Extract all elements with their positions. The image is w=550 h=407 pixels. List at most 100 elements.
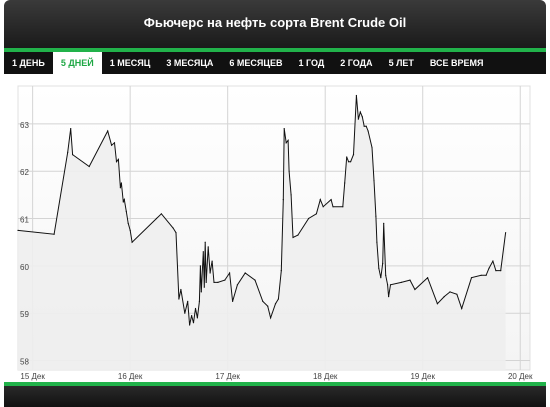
price-data-point — [389, 284, 392, 286]
price-data-point — [127, 222, 129, 224]
tab-6[interactable]: 1 ГОД — [298, 58, 325, 68]
price-data-point — [277, 298, 279, 300]
price-data-point — [359, 111, 361, 113]
price-data-point — [184, 312, 186, 314]
price-data-point — [376, 241, 378, 243]
tab-5[interactable]: 6 МЕСЯЦЕВ — [229, 58, 283, 68]
price-data-point — [129, 229, 131, 231]
price-data-point — [400, 281, 402, 283]
tab-4[interactable]: 3 МЕСЯЦА — [166, 58, 214, 68]
price-data-point — [204, 241, 206, 243]
price-data-point — [119, 187, 121, 189]
x-tick-label: 17 Дек — [215, 372, 240, 381]
price-data-point — [344, 182, 346, 184]
price-data-point — [330, 199, 332, 201]
tab-3[interactable]: 1 МЕСЯЦ — [109, 58, 151, 68]
price-data-point — [461, 307, 463, 310]
price-data-point — [160, 213, 162, 215]
price-data-point — [352, 154, 355, 156]
accent-line-bottom — [4, 382, 546, 386]
price-data-point — [53, 233, 55, 235]
y-tick-label: 60 — [20, 263, 29, 272]
price-data-point — [308, 217, 310, 220]
price-data-point — [383, 222, 385, 224]
price-data-point — [342, 206, 344, 208]
price-data-point — [367, 130, 369, 132]
price-data-point — [244, 272, 246, 274]
price-data-point — [315, 213, 317, 215]
price-data-point — [229, 272, 231, 274]
price-data-point — [290, 194, 292, 196]
price-data-point — [191, 315, 193, 317]
price-data-point — [319, 199, 321, 201]
footer-bar — [4, 386, 546, 407]
price-data-point — [70, 128, 72, 130]
price-data-point — [189, 324, 191, 326]
price-data-point — [285, 142, 287, 144]
price-data-point — [332, 206, 334, 208]
price-data-point — [123, 199, 125, 201]
price-data-point — [388, 296, 390, 298]
price-data-point — [180, 288, 182, 291]
price-data-point — [155, 217, 158, 220]
price-data-point — [232, 300, 234, 302]
price-data-point — [196, 317, 198, 319]
price-data-point — [213, 281, 215, 283]
price-data-point — [224, 279, 226, 281]
price-data-point — [194, 307, 197, 310]
price-data-point — [280, 270, 282, 272]
y-tick-label: 63 — [20, 121, 29, 130]
price-data-point — [436, 303, 438, 305]
tab-1[interactable]: 1 ДЕНЬ — [12, 58, 45, 68]
tab-7[interactable]: 2 ГОДА — [340, 58, 373, 68]
price-data-point — [198, 300, 200, 302]
price-data-point — [199, 265, 201, 267]
price-data-point — [115, 161, 118, 163]
y-tick-label: 59 — [20, 310, 29, 319]
price-data-point — [371, 146, 373, 149]
price-data-point — [287, 139, 289, 141]
price-data-point — [209, 272, 211, 274]
price-data-point — [172, 227, 174, 229]
price-data-point — [348, 161, 350, 163]
tab-9[interactable]: ВСЕ ВРЕМЯ — [429, 58, 484, 68]
tab-2[interactable]: 5 ДНЕЙ — [52, 52, 102, 74]
price-data-point — [117, 158, 119, 160]
price-data-point — [427, 277, 429, 279]
price-data-point — [357, 118, 359, 120]
price-area-fill — [18, 95, 506, 370]
price-data-point — [375, 215, 377, 217]
price-data-point — [72, 154, 74, 156]
y-tick-label: 61 — [20, 216, 29, 225]
price-data-point — [495, 270, 497, 272]
price-data-point — [485, 274, 487, 276]
x-tick-label: 15 Дек — [20, 372, 45, 381]
price-data-point — [456, 293, 458, 295]
price-data-point — [217, 281, 219, 283]
price-data-point — [387, 284, 389, 286]
price-data-point — [200, 291, 202, 293]
price-data-point — [236, 284, 238, 286]
tab-8[interactable]: 5 ЛЕТ — [388, 58, 414, 68]
price-data-point — [488, 267, 490, 269]
price-data-point — [409, 279, 411, 281]
price-data-point — [363, 125, 365, 127]
price-data-point — [262, 300, 264, 302]
price-data-point — [178, 298, 180, 300]
price-data-point — [449, 291, 451, 293]
price-series-line — [17, 95, 507, 326]
price-data-point — [274, 303, 277, 305]
price-data-point — [382, 262, 384, 265]
price-chart: 58 59 60 61 62 63 15 Дек 16 Дек 17 Дек 18 Дек 19 … — [17, 85, 533, 381]
price-data-point — [203, 286, 205, 288]
price-data-point — [187, 300, 189, 302]
price-data-point — [443, 296, 445, 298]
price-data-point — [346, 156, 348, 158]
chart-title: Фьючерс на нефть сорта Brent Crude Oil — [4, 0, 546, 48]
price-data-point — [207, 246, 209, 248]
price-data-point — [125, 210, 127, 212]
price-data-point — [361, 116, 363, 118]
price-data-point — [365, 125, 367, 127]
price-data-point — [355, 94, 357, 97]
chart-area: 58 59 60 61 62 63 15 Дек 16 Дек 17 Дек 18 Дек 19 … — [4, 74, 546, 382]
